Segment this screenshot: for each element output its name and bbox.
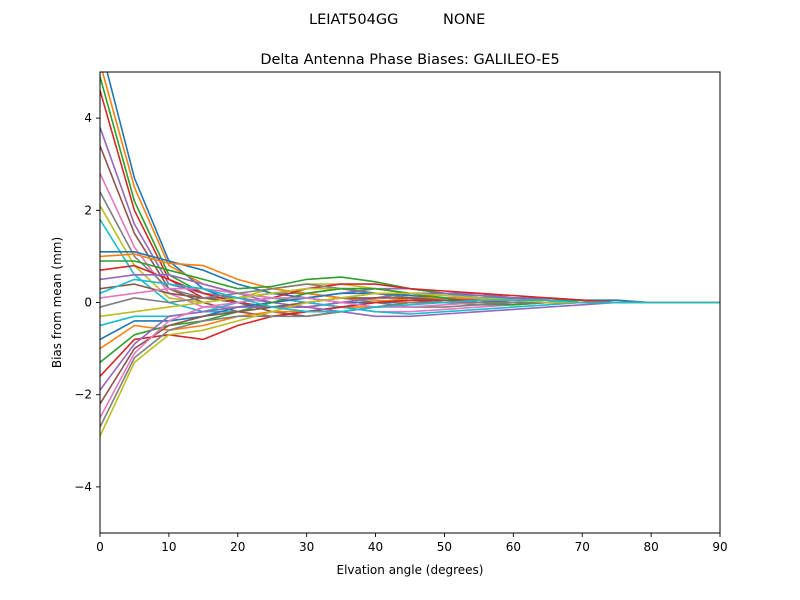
series-line: [100, 76, 720, 304]
x-tick-label: 0: [96, 540, 104, 554]
x-tick-label: 60: [506, 540, 521, 554]
y-tick-label: 0: [84, 296, 92, 310]
series-layer: [100, 72, 720, 437]
suptitle-left: LEIAT504GG: [309, 12, 398, 28]
series-line: [100, 301, 720, 391]
x-tick-label: 40: [368, 540, 383, 554]
series-line: [101, 72, 720, 308]
y-tick-label: −2: [74, 388, 92, 402]
chart-title: Delta Antenna Phase Biases: GALILEO-E5: [260, 52, 559, 68]
x-tick-label: 20: [230, 540, 245, 554]
y-axis: −4 −2 0 2 4: [74, 111, 100, 494]
x-axis-label: Elvation angle (degrees): [337, 563, 484, 577]
y-tick-label: −4: [74, 480, 92, 494]
x-tick-label: 50: [437, 540, 452, 554]
series-line: [100, 301, 720, 428]
suptitle-right: NONE: [443, 12, 485, 28]
y-tick-label: 2: [84, 203, 92, 217]
y-axis-label: Bias from mean (mm): [50, 237, 64, 368]
x-tick-label: 70: [575, 540, 590, 554]
series-line: [106, 72, 720, 313]
x-tick-label: 90: [712, 540, 727, 554]
y-tick-label: 4: [84, 111, 92, 125]
series-line: [100, 90, 720, 308]
x-axis: 0 10 20 30 40 50 60 70 80 90: [96, 533, 728, 554]
x-tick-label: 10: [161, 540, 176, 554]
x-tick-label: 30: [299, 540, 314, 554]
series-line: [100, 278, 720, 313]
x-tick-label: 80: [643, 540, 658, 554]
